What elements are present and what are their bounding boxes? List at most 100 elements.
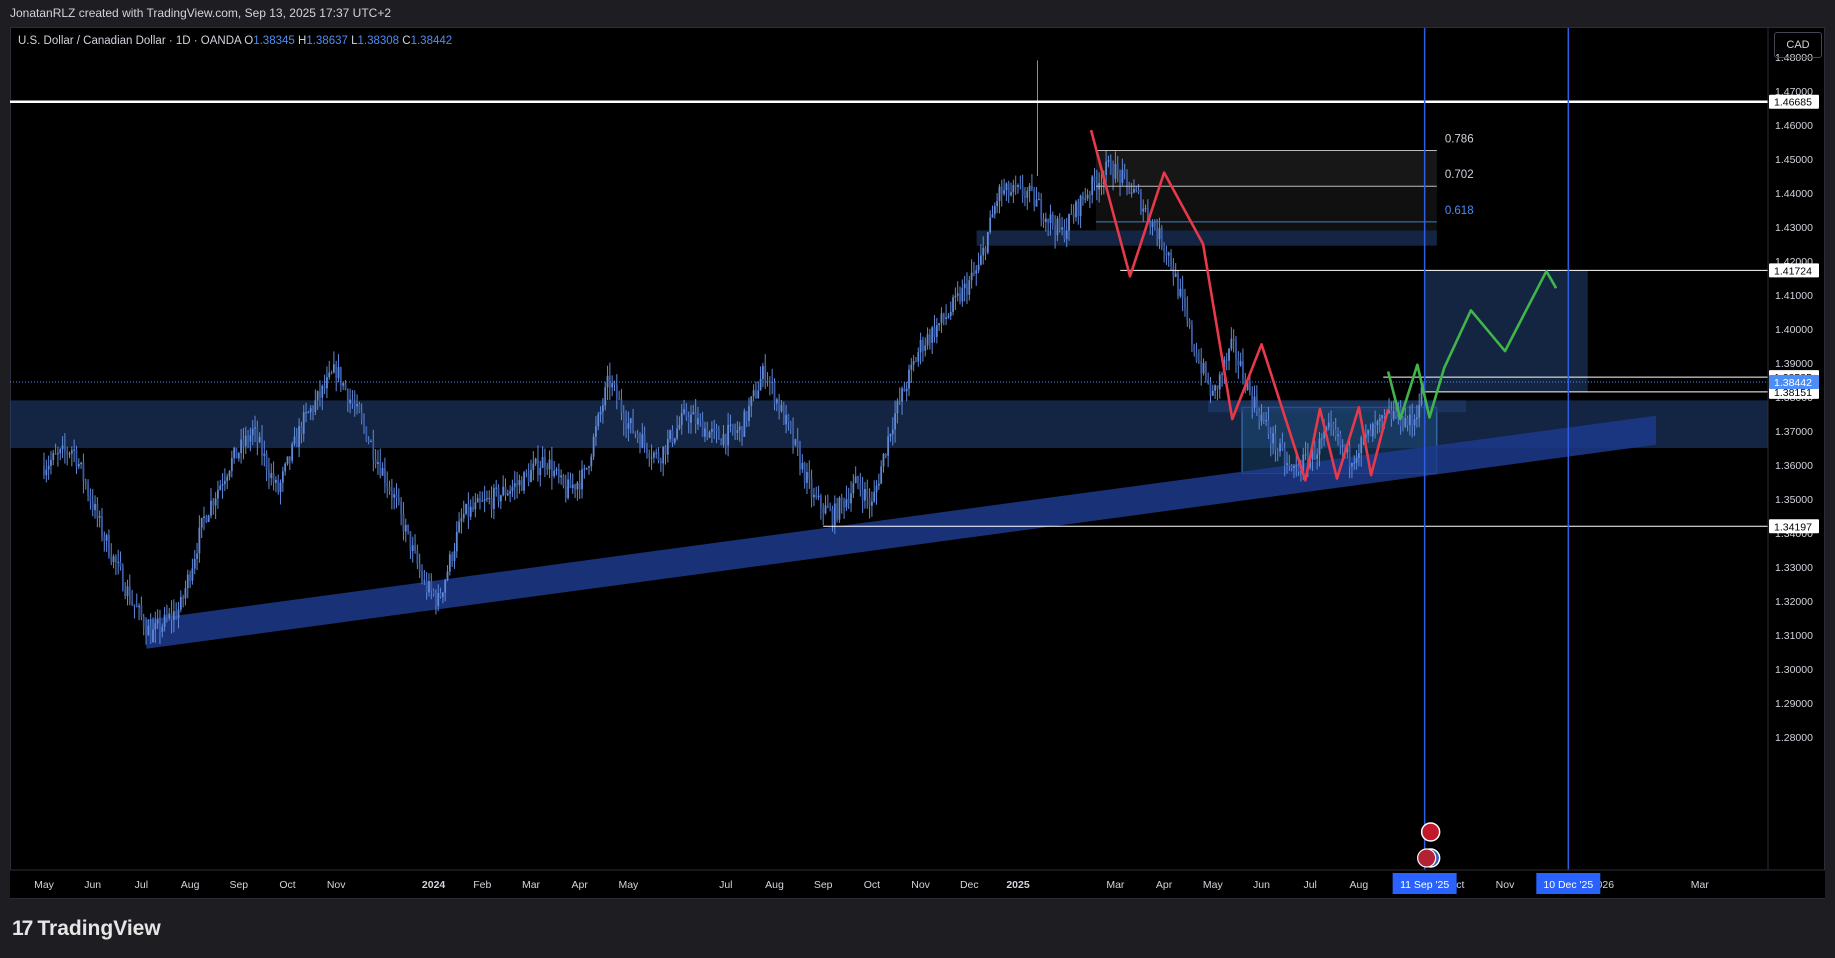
candle-body xyxy=(367,440,370,442)
candle-body xyxy=(973,272,975,274)
time-tick-label: Apr xyxy=(572,879,589,891)
candle-body xyxy=(307,412,310,414)
candle-body xyxy=(537,458,539,476)
candle-body xyxy=(75,449,78,467)
currency-button[interactable]: CAD xyxy=(1774,32,1822,58)
candle-body xyxy=(873,491,876,502)
candle-body xyxy=(1376,421,1379,426)
candle-body xyxy=(439,593,442,597)
price-badge-1.34197: 1.34197 xyxy=(1774,521,1812,533)
price-tick-label: 1.45000 xyxy=(1775,154,1813,166)
candle-body xyxy=(646,444,648,454)
candle-body xyxy=(1311,448,1314,460)
candle-body xyxy=(291,443,294,461)
candle-body xyxy=(713,428,716,430)
candle-body xyxy=(509,491,512,494)
price-tick-label: 1.41000 xyxy=(1775,290,1813,302)
candle-body xyxy=(159,619,161,632)
candle-body xyxy=(810,478,813,498)
candle-body xyxy=(889,434,892,437)
time-tick-label: Mar xyxy=(1691,879,1710,891)
candle-body xyxy=(935,325,938,338)
candle-body xyxy=(52,453,55,461)
candle-body xyxy=(281,471,284,483)
price-tick-label: 1.32000 xyxy=(1775,596,1813,608)
candle-body xyxy=(305,412,307,414)
candle-body xyxy=(416,550,419,564)
candle-body xyxy=(96,504,99,518)
candle-body xyxy=(819,495,822,509)
red-projection-path xyxy=(1089,129,1390,482)
candle-body xyxy=(1042,218,1045,223)
candle-body xyxy=(666,439,669,455)
candle-body xyxy=(653,452,655,458)
candle-body xyxy=(959,293,961,302)
candle-body xyxy=(794,439,797,445)
candle-body xyxy=(544,456,546,467)
candle-body xyxy=(1235,340,1237,360)
canada-event-icon xyxy=(1420,822,1441,842)
candle-body xyxy=(488,497,491,499)
zone-upper-supply-zone xyxy=(976,230,1437,246)
candle-body xyxy=(138,605,140,608)
candle-body xyxy=(963,283,966,289)
candle-body xyxy=(604,387,607,406)
time-tick-label: Jun xyxy=(1253,879,1270,891)
candle-body xyxy=(840,497,843,501)
candle-body xyxy=(548,459,551,470)
candle-body xyxy=(912,361,915,365)
price-tick-label: 1.40000 xyxy=(1775,324,1813,336)
candle-body xyxy=(293,436,296,444)
candle-body xyxy=(1077,201,1080,217)
candle-body xyxy=(1374,423,1377,426)
time-tick-label: Oct xyxy=(279,879,295,891)
candle-body xyxy=(1216,385,1219,390)
candle-body xyxy=(54,453,57,455)
candle-body xyxy=(458,521,461,532)
candle-body xyxy=(722,434,725,445)
candle-body xyxy=(142,616,145,628)
candle-body xyxy=(386,483,389,487)
candle-body xyxy=(1021,185,1024,196)
price-badge-1.41724: 1.41724 xyxy=(1774,265,1812,277)
time-tick-label: Mar xyxy=(1106,879,1125,891)
candle-body xyxy=(864,488,866,501)
candle-body xyxy=(752,390,755,397)
candle-body xyxy=(486,498,488,500)
candle-body xyxy=(882,453,885,467)
candle-body xyxy=(349,399,352,404)
time-tick-label: Mar xyxy=(522,879,541,891)
candle-body xyxy=(731,424,734,431)
candle-body xyxy=(743,411,746,437)
candle-body xyxy=(979,255,982,265)
candle-body xyxy=(319,391,321,398)
candle-body xyxy=(1332,423,1335,430)
candle-body xyxy=(384,468,386,484)
candle-body xyxy=(1339,434,1342,446)
candle-body xyxy=(128,586,131,603)
candle-body xyxy=(1010,192,1012,196)
candle-body xyxy=(326,377,328,389)
candle-body xyxy=(1381,415,1383,419)
candle-body xyxy=(780,404,783,412)
candle-body xyxy=(330,372,333,374)
candle-body xyxy=(1137,189,1140,192)
candle-body xyxy=(1133,188,1135,193)
candle-body xyxy=(1316,454,1319,459)
candle-body xyxy=(1028,185,1031,192)
candle-body xyxy=(1119,171,1121,183)
open-value: 1.38345 xyxy=(253,35,295,47)
candle-body xyxy=(200,518,203,528)
candle-body xyxy=(168,613,171,618)
candle-body xyxy=(114,556,117,563)
zone-small-box xyxy=(1207,400,1467,413)
high-value: 1.38637 xyxy=(306,35,348,47)
candle-body xyxy=(1088,194,1091,196)
candle-body xyxy=(1388,410,1390,414)
tradingview-logo[interactable]: 17 TradingView xyxy=(12,917,161,941)
candle-body xyxy=(1276,450,1279,452)
candle-body xyxy=(1056,218,1059,235)
candle-body xyxy=(472,506,474,510)
candle-body xyxy=(1065,230,1068,240)
